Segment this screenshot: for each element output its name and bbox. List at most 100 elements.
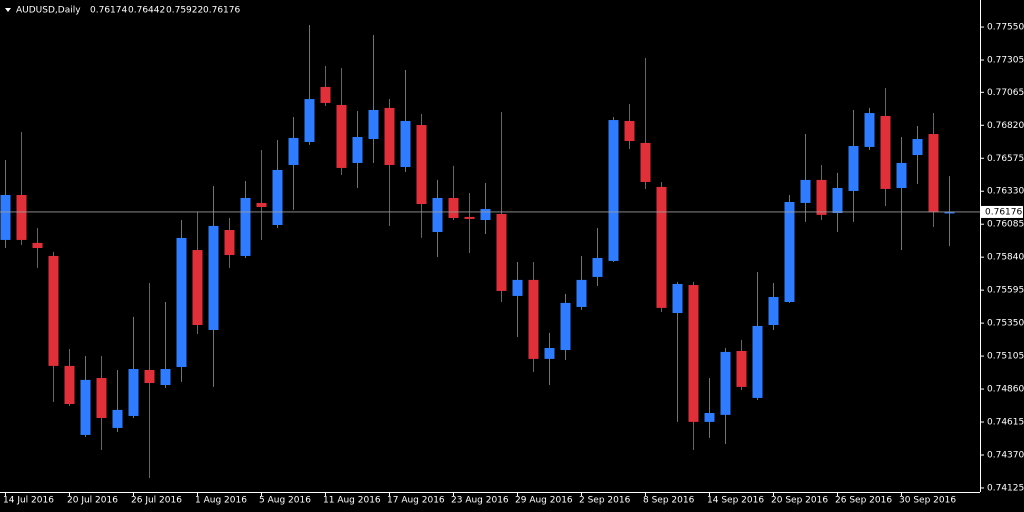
candle-body: [208, 225, 219, 330]
candle-body: [272, 169, 283, 226]
y-tick-label: 0.76085: [987, 220, 1024, 230]
candle-body: [608, 120, 619, 261]
candle-body: [448, 197, 459, 219]
candle-body: [64, 365, 75, 404]
candle-body: [848, 146, 859, 191]
candle-body: [688, 285, 699, 422]
candle-body: [224, 229, 235, 256]
candle-body: [528, 279, 539, 359]
candle-body: [256, 202, 267, 207]
candle-body: [48, 255, 59, 366]
x-tick-label: 20 Sep 2016: [771, 496, 828, 506]
x-tick-label: 5 Aug 2016: [259, 496, 311, 506]
candle-body: [128, 369, 139, 416]
y-tick-label: 0.77305: [987, 56, 1024, 66]
current-price-label: 0.76176: [985, 207, 1022, 217]
candle-body: [368, 109, 379, 140]
candle-body: [800, 179, 811, 203]
y-tick-label: 0.74370: [987, 450, 1024, 460]
y-tick-label: 0.77065: [987, 88, 1024, 98]
y-tick-label: 0.74615: [987, 418, 1024, 428]
candle-body: [544, 348, 555, 359]
chart-title: AUDUSD,Daily: [16, 6, 81, 16]
candle-body: [192, 250, 203, 325]
candle-body: [416, 125, 427, 205]
x-tick-label: 20 Jul 2016: [67, 496, 118, 506]
x-tick-label: 8 Sep 2016: [643, 496, 695, 506]
candle-body: [240, 197, 251, 256]
y-tick-label: 0.76575: [987, 154, 1024, 164]
candle-body: [752, 325, 763, 398]
candle-body: [400, 120, 411, 168]
candle-body: [464, 216, 475, 219]
x-tick-label: 23 Aug 2016: [451, 496, 509, 506]
x-tick-label: 17 Aug 2016: [387, 496, 445, 506]
x-tick-label: 2 Sep 2016: [579, 496, 631, 506]
candle-body: [880, 116, 891, 189]
header-close: 0.76176: [203, 6, 240, 16]
candle-body: [864, 113, 875, 147]
candle-body: [704, 413, 715, 422]
candle-body: [736, 350, 747, 387]
y-tick-label: 0.75840: [987, 253, 1024, 263]
header-high: 0.76442: [128, 6, 165, 16]
y-tick-label: 0.75105: [987, 352, 1024, 362]
candle-body: [0, 194, 11, 240]
candle-body: [928, 134, 939, 212]
candle-body: [576, 279, 587, 307]
candle-body: [352, 136, 363, 163]
y-tick-label: 0.76330: [987, 187, 1024, 197]
candle-body: [496, 213, 507, 291]
y-tick-label: 0.77550: [987, 23, 1024, 33]
y-tick-label: 0.76820: [987, 121, 1024, 131]
x-tick-label: 14 Jul 2016: [3, 496, 54, 506]
candle-body: [144, 369, 155, 383]
candle-body: [336, 104, 347, 168]
x-tick-label: 26 Sep 2016: [835, 496, 892, 506]
candle-body: [432, 197, 443, 233]
x-tick-label: 14 Sep 2016: [707, 496, 764, 506]
header-low: 0.75922: [166, 6, 203, 16]
x-tick-label: 30 Sep 2016: [899, 496, 956, 506]
candle-body: [320, 86, 331, 103]
x-tick-label: 29 Aug 2016: [515, 496, 573, 506]
x-tick-label: 26 Jul 2016: [131, 496, 182, 506]
candle-body: [912, 139, 923, 156]
candle-body: [560, 302, 571, 351]
candle-body: [672, 283, 683, 314]
candle-body: [512, 279, 523, 296]
candle-body: [176, 237, 187, 367]
x-tick-label: 11 Aug 2016: [323, 496, 381, 506]
candle-body: [656, 186, 667, 308]
candle-body: [304, 99, 315, 142]
candle-body: [32, 242, 43, 249]
y-tick-label: 0.75350: [987, 319, 1024, 329]
candle-body: [768, 297, 779, 325]
x-tick-label: 1 Aug 2016: [195, 496, 247, 506]
y-tick-label: 0.74860: [987, 385, 1024, 395]
menu-arrow[interactable]: [5, 8, 11, 12]
candle-body: [816, 179, 827, 215]
candle-body: [624, 120, 635, 142]
candle-body: [80, 379, 91, 435]
candle-body: [720, 351, 731, 415]
candle-body: [592, 257, 603, 277]
candle-body: [16, 194, 27, 240]
candle-body: [640, 142, 651, 182]
candle-body: [288, 137, 299, 165]
candle-body: [160, 369, 171, 386]
candle-body: [112, 409, 123, 428]
header-open: 0.76174: [90, 6, 127, 16]
candle-body: [944, 211, 955, 214]
y-tick-label: 0.75595: [987, 286, 1024, 296]
current-price-box: [981, 205, 1023, 218]
candle-body: [480, 208, 491, 221]
candle-body: [896, 162, 907, 188]
y-tick-label: 0.74125: [987, 483, 1024, 493]
candle-body: [832, 187, 843, 214]
candle-body: [384, 107, 395, 165]
candle-body: [96, 378, 107, 418]
